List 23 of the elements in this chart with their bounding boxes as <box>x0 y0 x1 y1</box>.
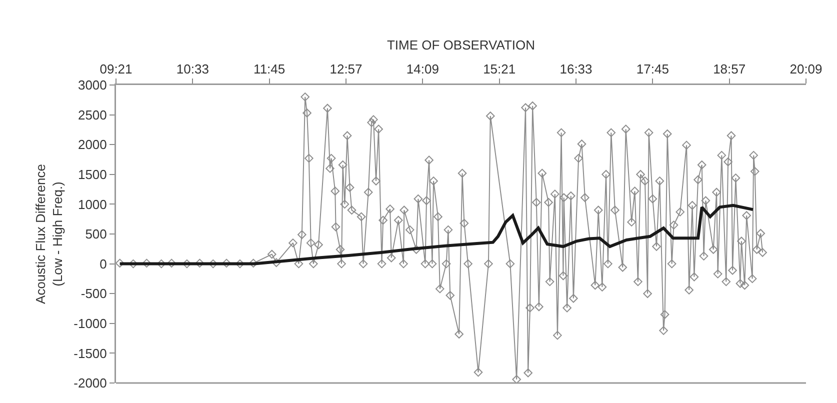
x-tick-label: 15:21 <box>483 61 516 76</box>
x-tick-label: 10:33 <box>176 61 209 76</box>
y-tick-label: 3000 <box>78 78 107 93</box>
y-tick-label: -2000 <box>74 376 107 391</box>
y-tick-label: 500 <box>85 226 107 242</box>
y-tick-label: -1500 <box>74 346 107 361</box>
x-tick-label: 12:57 <box>330 61 362 76</box>
x-axis-title: TIME OF OBSERVATION <box>386 38 536 52</box>
y-tick-label: 1500 <box>78 166 107 182</box>
y-tick-label: 0 <box>100 256 107 272</box>
x-tick-label: 17:45 <box>636 61 669 76</box>
y-tick-label: 1000 <box>78 196 107 212</box>
x-tick-label: 14:09 <box>406 61 439 76</box>
x-tick-label: 11:45 <box>254 61 286 76</box>
y-tick-label: -1000 <box>74 316 107 331</box>
x-tick-label: 09:21 <box>100 61 132 76</box>
y-axis-title: Acoustic Flux Difference (Low - High Freq.) <box>32 164 65 304</box>
y-tick-label: -500 <box>80 286 107 302</box>
x-tick-label: 16:33 <box>560 61 592 76</box>
y-tick-label: 2500 <box>78 107 107 122</box>
x-tick-label: 18:57 <box>713 61 746 76</box>
x-tick-label: 20:09 <box>790 61 822 76</box>
y-tick-label: 2000 <box>78 137 107 152</box>
